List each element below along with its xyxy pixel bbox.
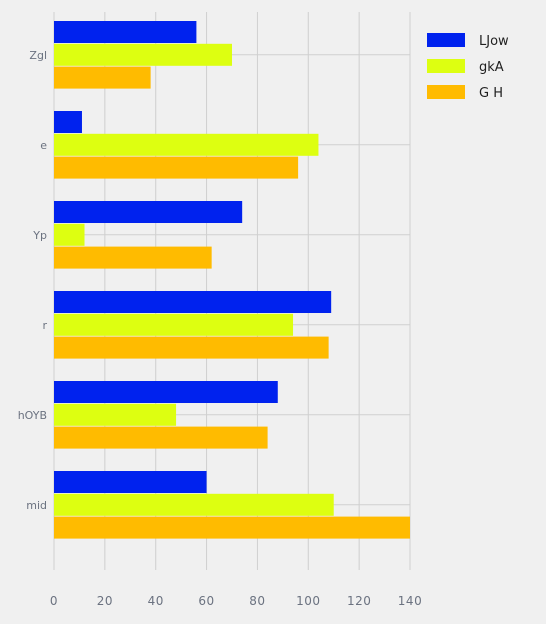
bar-g-h-mid (54, 516, 410, 539)
legend-label-0: LJow (479, 34, 509, 49)
bar-gka-zgl (54, 43, 232, 66)
bar-g-h-hoyb (54, 426, 268, 449)
bar-g-h-r (54, 336, 329, 359)
x-tick-label: 40 (148, 594, 164, 608)
bar-ljow-e (54, 111, 82, 133)
bar-gka-mid (54, 493, 334, 516)
legend-label-1: gkA (479, 60, 504, 75)
legend-swatch-1 (427, 59, 465, 73)
y-tick-label: mid (26, 499, 47, 512)
bars (54, 21, 410, 539)
x-tick-label: 0 (50, 594, 58, 608)
x-axis: 0 20 40 60 80 100 120 140 (50, 594, 422, 608)
bar-ljow-hoyb (54, 381, 278, 403)
bar-g-h-zgl (54, 66, 151, 89)
bar-ljow-yp (54, 201, 243, 223)
y-tick-label: e (40, 139, 47, 152)
x-tick-label: 100 (296, 594, 320, 608)
y-tick-label: Yp (32, 229, 47, 242)
x-tick-label: 120 (347, 594, 371, 608)
x-tick-label: 60 (198, 594, 214, 608)
bar-ljow-zgl (54, 21, 197, 43)
bar-g-h-e (54, 156, 299, 179)
bar-g-h-yp (54, 246, 212, 269)
bar-ljow-r (54, 291, 332, 313)
bar-gka-r (54, 313, 294, 336)
x-tick-label: 80 (249, 594, 265, 608)
x-tick-label: 140 (398, 594, 422, 608)
legend: LJow gkA G H (427, 33, 509, 101)
x-tick-label: 20 (97, 594, 113, 608)
bar-gka-yp (54, 223, 85, 246)
bar-gka-hoyb (54, 403, 177, 426)
y-axis: Zgl e Yp r hOYB mid (18, 49, 48, 512)
y-tick-label: hOYB (18, 409, 47, 422)
bar-ljow-mid (54, 471, 207, 493)
y-tick-label: r (42, 319, 47, 332)
bar-gka-e (54, 133, 319, 156)
legend-label-2: G H (479, 86, 503, 101)
legend-swatch-2 (427, 85, 465, 99)
legend-swatch-0 (427, 33, 465, 47)
y-tick-label: Zgl (29, 49, 47, 62)
